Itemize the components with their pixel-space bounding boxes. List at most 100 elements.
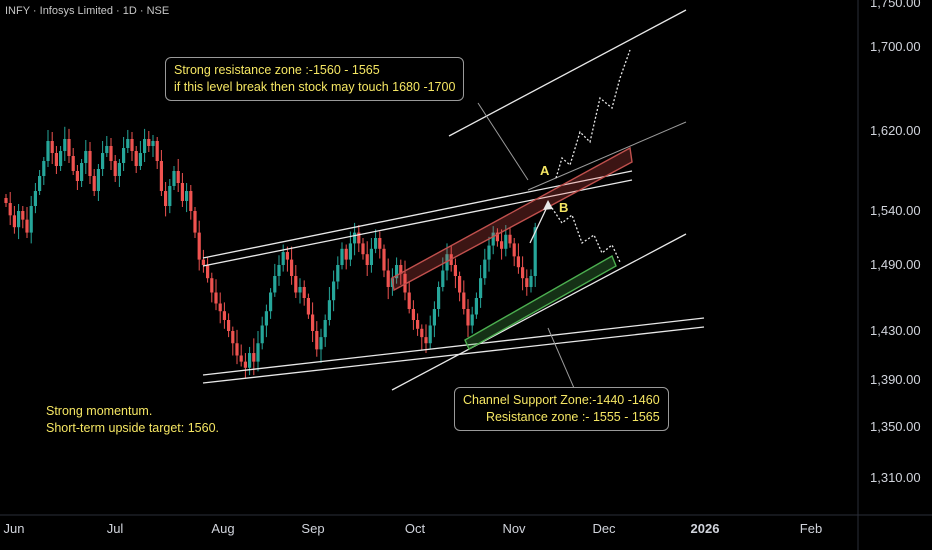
time-tick-label: Aug (211, 521, 234, 536)
candle-body (168, 186, 172, 206)
candle-body (420, 328, 424, 338)
candle-body (315, 331, 319, 350)
candle-body (21, 211, 25, 220)
time-tick-label: Dec (592, 521, 616, 536)
candle-body (491, 232, 495, 246)
annotation-line: Channel Support Zone:-1440 -1460 (463, 393, 660, 407)
candle-body (487, 245, 491, 260)
candle-body (281, 252, 285, 265)
annotation-line: Strong resistance zone :-1560 - 1565 (174, 63, 380, 77)
candle-body (353, 232, 357, 244)
candle-body (298, 287, 302, 293)
candle-body (218, 303, 222, 312)
candle-body (441, 270, 445, 287)
time-tick-label: Oct (405, 521, 426, 536)
note-line: Strong momentum. (46, 404, 153, 418)
candle-body (500, 241, 504, 249)
candle-body (516, 256, 520, 268)
candle-body (416, 320, 420, 329)
candle-body (319, 337, 323, 350)
candle-body (424, 337, 428, 344)
candle-body (504, 234, 508, 249)
candle-body (533, 227, 537, 276)
resistance-annotation: Strong resistance zone :-1560 - 1565 if … (165, 57, 465, 101)
candle-body (138, 153, 142, 166)
candle-body (260, 325, 264, 344)
candle-body (512, 243, 516, 257)
candle-body (369, 248, 373, 265)
annotation-line: if this level break then stock may touch… (174, 80, 456, 94)
candle-body (483, 259, 487, 279)
candle-body (243, 361, 247, 368)
time-tick-label: Jul (107, 521, 124, 536)
candle-body (33, 191, 37, 206)
candle-body (96, 169, 100, 191)
candle-body (239, 355, 243, 362)
candle-body (231, 331, 235, 344)
candle-body (399, 265, 403, 274)
time-tick-label: 2026 (691, 521, 720, 536)
candle-body (407, 292, 411, 309)
candle-body (147, 139, 151, 146)
channel-bottom-line-2 (202, 326, 705, 384)
candle-body (294, 276, 298, 293)
time-tick-label: Feb (800, 521, 822, 536)
candle-body (374, 238, 378, 249)
candle-body (227, 320, 231, 331)
channel-top-line-2 (202, 179, 633, 267)
candle-body (332, 281, 336, 301)
candle-body (29, 206, 33, 233)
candle-body (479, 278, 483, 298)
price-tick-label: 1,310.00 (870, 470, 921, 485)
mid-channel-line (527, 121, 687, 191)
candle-body (462, 292, 466, 309)
candle-body (201, 259, 205, 265)
candle-body (172, 171, 176, 186)
bearish-projection (551, 207, 621, 263)
candle-body (327, 300, 331, 320)
candle-body (176, 171, 180, 183)
time-tick-label: Sep (301, 521, 324, 536)
candle-body (508, 234, 512, 244)
candle-body (75, 171, 79, 181)
candle-body (344, 248, 348, 260)
candle-body (17, 211, 21, 228)
time-tick-label: Nov (502, 521, 526, 536)
time-tick-label: Jun (4, 521, 25, 536)
callout-connector (547, 327, 575, 389)
candle-body (248, 353, 252, 368)
candle-body (525, 278, 529, 287)
candle-body (193, 211, 197, 233)
candle-body (529, 276, 533, 287)
candle-body (348, 243, 352, 260)
candle-body (126, 139, 130, 148)
candle-body (88, 151, 92, 176)
momentum-note: Strong momentum. Short-term upside targe… (46, 403, 219, 437)
candle-body (432, 309, 436, 326)
trend-drawings (202, 9, 705, 391)
candle-body (63, 139, 67, 151)
candle-body (264, 311, 268, 326)
point-a-label: A (540, 163, 550, 178)
callout-connector (477, 102, 529, 181)
bullish-projection (555, 49, 631, 179)
candle-body (42, 161, 46, 176)
candle-body (361, 243, 365, 255)
candle-body (235, 343, 239, 356)
projection-arrow (529, 204, 549, 244)
candle-body (336, 265, 340, 282)
candle-body (54, 153, 58, 166)
candle-body (273, 276, 277, 293)
candle-body (302, 287, 306, 298)
support-trendline (391, 233, 687, 391)
candle-body (189, 191, 193, 211)
candle-body (113, 161, 117, 176)
candle-body (25, 219, 29, 233)
ticker-label: INFY · Infosys Limited · 1D · NSE (5, 5, 170, 17)
candle-body (285, 252, 289, 260)
candle-body (428, 325, 432, 344)
candle-body (382, 248, 386, 271)
candle-body (151, 141, 155, 146)
candle-body (4, 198, 8, 203)
